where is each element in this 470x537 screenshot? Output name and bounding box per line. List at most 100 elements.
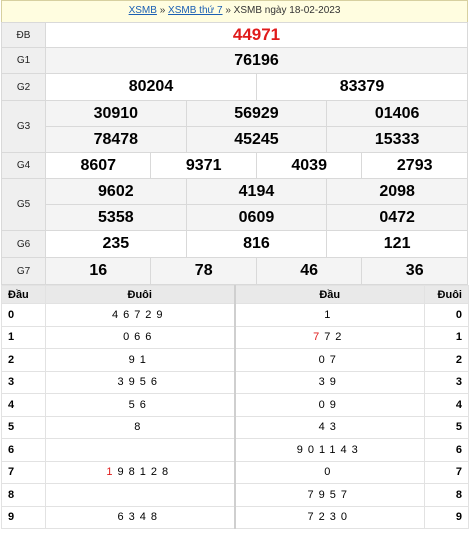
prize-label: G4 [1,152,46,179]
header-duoi-right: Đuôi [424,285,469,304]
loto-dau-left: 5 [1,415,46,439]
loto-highlight-digit: 1 [106,466,118,479]
breadcrumb-current: XSMB ngày 18-02-2023 [233,5,341,16]
prize-value: 78 [150,257,257,285]
loto-dau-right: 0 [233,460,425,484]
loto-digits: 43 [318,421,341,434]
prize-value: 78478 [45,126,187,153]
prize-value: 2098 [326,178,468,205]
loto-row: 7 198128 0 7 [1,460,469,484]
loto-duoi-right: 0 [424,303,469,327]
header-dau-left: Đầu [1,285,46,304]
loto-duoi-right: 5 [424,415,469,439]
prize-value: 56929 [185,100,328,127]
prize-row-g2: G2 80204 83379 [1,73,469,101]
breadcrumb-separator: » [159,5,166,16]
loto-digits: 98128 [117,466,174,479]
loto-duoi-left: 91 [45,348,235,372]
prize-row-g4: G4 8607 9371 4039 2793 [1,152,468,179]
prize-label: G6 [1,230,46,258]
loto-duoi-left: 56 [45,393,235,417]
prize-value: 816 [185,230,328,258]
prize-row-g7: G7 16 78 46 36 [1,257,468,285]
loto-duoi-right: 6 [424,438,469,462]
loto-dau-right: 07 [233,348,425,372]
prize-value: 0472 [326,204,468,231]
loto-duoi-left [45,438,235,462]
loto-digits: 3956 [117,376,162,389]
loto-dau-left: 1 [1,325,46,349]
loto-dau-left: 4 [1,393,46,417]
loto-duoi-right: 1 [424,325,469,349]
loto-digits: 066 [123,331,157,344]
loto-dau-left: 9 [1,505,46,529]
prize-value: 16 [44,257,152,285]
loto-digits: 6348 [117,511,162,524]
loto-duoi-left: 46729 [45,303,235,327]
loto-dau-right: 09 [233,393,425,417]
prize-value: 15333 [326,126,468,153]
loto-duoi-left: 3956 [45,370,235,394]
loto-dau-left: 6 [1,438,46,462]
loto-duoi-left: 198128 [45,460,235,484]
loto-row: 2 91 07 2 [1,348,469,372]
loto-dau-left: 0 [1,303,46,327]
breadcrumb: XSMB » XSMB thứ 7 » XSMB ngày 18-02-2023 [1,0,468,22]
loto-duoi-right: 3 [424,370,469,394]
loto-duoi-left: 6348 [45,505,235,529]
prize-label: G2 [1,73,46,101]
loto-digits: 07 [318,353,341,366]
prize-value: 9602 [45,178,187,205]
loto-dau-right: 1 [233,303,425,327]
loto-row: 6 901143 6 [1,438,469,462]
prize-value-special: 44971 [45,22,468,48]
header-duoi-left: Đuôi [45,285,235,304]
loto-digits: 7230 [307,511,352,524]
prize-row-g5-2: 5358 0609 0472 [2,204,468,231]
loto-row: 0 46729 1 0 [1,303,469,327]
loto-header-row: Đầu Đuôi Đầu Đuôi [1,285,469,304]
prize-value: 83379 [255,73,469,101]
prize-value: 46 [255,257,363,285]
loto-dau-left: 3 [1,370,46,394]
loto-digits: 56 [128,398,151,411]
prize-value: 36 [361,257,468,285]
loto-row: 5 8 43 5 [1,415,469,439]
loto-duoi-right: 9 [424,505,469,529]
loto-digits: 1 [324,308,336,321]
loto-row: 3 3956 39 3 [1,370,469,394]
loto-dau-right: 772 [233,325,425,349]
breadcrumb-separator: » [225,5,231,16]
loto-digits: 7957 [307,488,352,501]
prize-value: 235 [45,230,187,258]
loto-duoi-right: 7 [424,460,469,484]
prize-value: 2793 [361,152,468,179]
prize-label: G7 [1,257,46,285]
loto-dau-left: 2 [1,348,46,372]
loto-digits: 09 [318,398,341,411]
loto-duoi-left: 8 [45,415,235,439]
loto-dau-left: 7 [1,460,46,484]
prize-label: ĐB [1,22,46,48]
loto-duoi-left [45,483,235,507]
loto-digits: 0 [324,466,336,479]
loto-dau-right: 7230 [233,505,425,529]
breadcrumb-link-xsmb-thu7[interactable]: XSMB thứ 7 [168,5,223,16]
prize-value: 30910 [45,100,187,127]
loto-dau-right: 39 [233,370,425,394]
prize-table: ĐB 44971 G1 76196 G2 80204 83379 G3 3091… [1,22,469,285]
loto-digits: 72 [324,331,347,344]
breadcrumb-link-xsmb[interactable]: XSMB [128,5,157,16]
prize-value: 5358 [45,204,187,231]
loto-row: 9 6348 7230 9 [1,505,469,529]
prize-value: 4039 [255,152,363,179]
prize-label: G1 [1,47,46,74]
loto-digits: 901143 [296,443,363,456]
prize-value: 76196 [45,47,468,74]
loto-digits: 39 [318,376,341,389]
prize-value: 9371 [150,152,257,179]
loto-digits: 46729 [111,308,168,321]
prize-value: 01406 [326,100,468,127]
prize-value: 45245 [185,126,328,153]
